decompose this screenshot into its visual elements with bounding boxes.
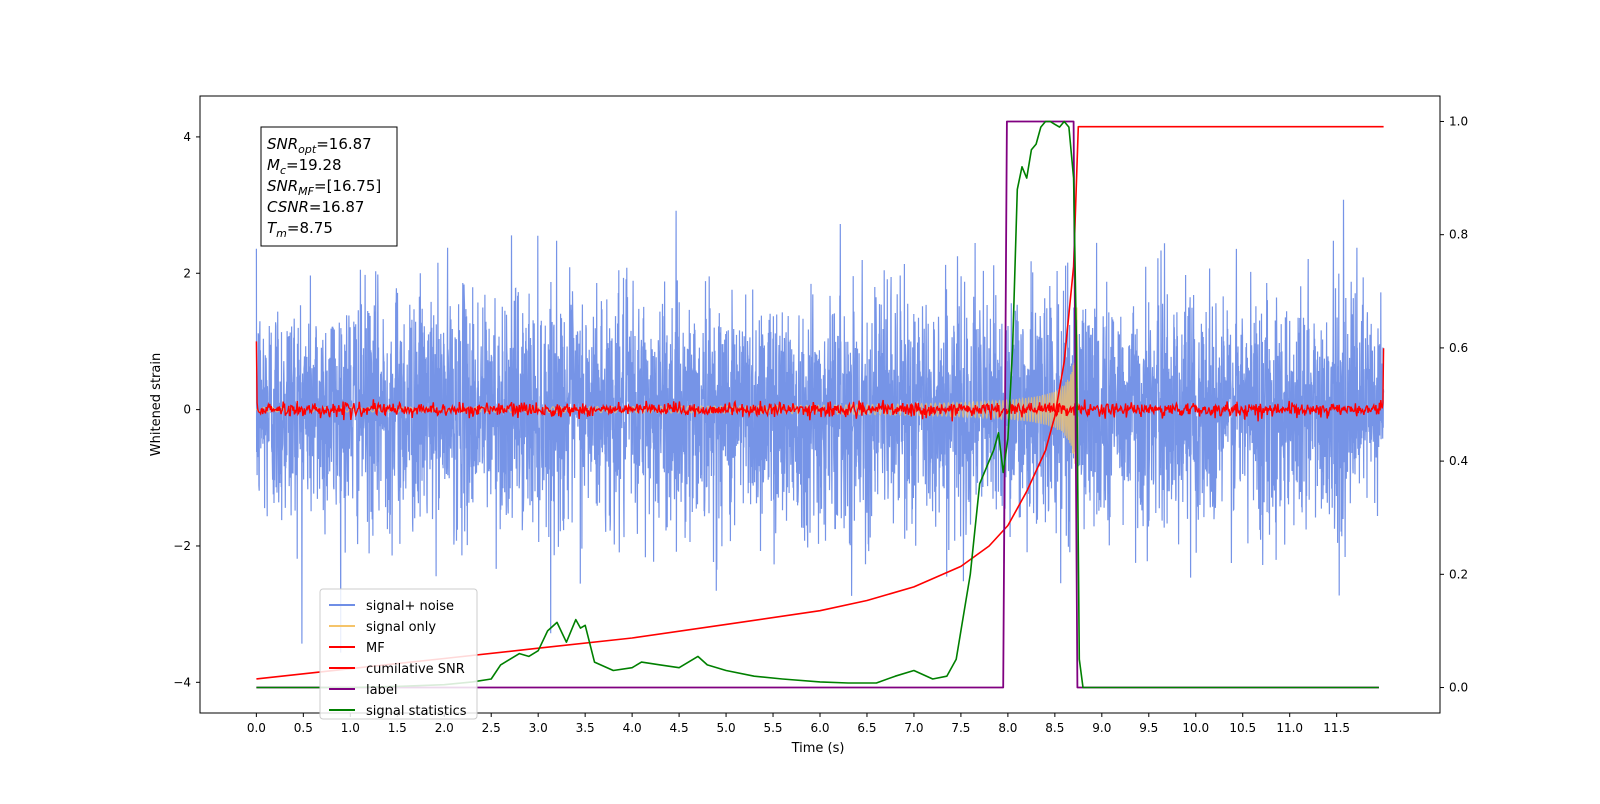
x-tick-label: 1.0 bbox=[341, 721, 360, 735]
x-tick-label: 0.0 bbox=[247, 721, 266, 735]
legend-frame bbox=[319, 588, 478, 720]
annotation-line: Tm=8.75 bbox=[267, 219, 333, 240]
x-tick-label: 6.5 bbox=[857, 721, 876, 735]
legend-label: label bbox=[366, 683, 397, 698]
legend-label: signal only bbox=[366, 620, 436, 635]
y2-tick-label: 0.2 bbox=[1449, 567, 1468, 581]
y2-tick-label: 0.8 bbox=[1449, 228, 1468, 242]
annotation-line: SNRMF=[16.75] bbox=[267, 177, 381, 198]
data-layer bbox=[255, 120, 1385, 689]
annotation-lines: SNRopt=16.87Mc=19.28SNRMF=[16.75]CSNR=16… bbox=[267, 135, 381, 240]
x-tick-label: 11.0 bbox=[1276, 721, 1303, 735]
x-tick-label: 5.5 bbox=[763, 721, 782, 735]
y-tick-label: 4 bbox=[183, 130, 191, 144]
x-tick-label: 3.0 bbox=[529, 721, 548, 735]
y2-tick-label: 0.6 bbox=[1449, 341, 1468, 355]
legend-label: signal statistics bbox=[366, 704, 467, 719]
x-tick-label: 2.5 bbox=[482, 721, 501, 735]
x-tick-label: 4.0 bbox=[623, 721, 642, 735]
y-axis-label: Whitened strain bbox=[149, 353, 164, 456]
annotation-frame bbox=[260, 126, 398, 247]
x-tick-label: 11.5 bbox=[1323, 721, 1350, 735]
x-tick-label: 10.5 bbox=[1229, 721, 1256, 735]
series-line-signal-statistics bbox=[256, 120, 1379, 689]
series-line-cumulative-snr bbox=[256, 125, 1384, 680]
annotation-line: Mc=19.28 bbox=[267, 156, 342, 177]
x-tick-label: 0.5 bbox=[294, 721, 313, 735]
legend: signal+ noise signal only MF cumilative SNR… bbox=[319, 588, 478, 720]
x-axis-label: Time (s) bbox=[791, 741, 845, 756]
x-tick-label: 4.5 bbox=[670, 721, 689, 735]
x-tick-label: 7.0 bbox=[904, 721, 923, 735]
x-tick-label: 8.5 bbox=[1045, 721, 1064, 735]
x-tick-label: 10.0 bbox=[1182, 721, 1209, 735]
y2-tick-label: 0.4 bbox=[1449, 454, 1468, 468]
x-tick-label: 6.0 bbox=[810, 721, 829, 735]
y-tick-label: 0 bbox=[183, 403, 191, 417]
x-tick-label: 9.0 bbox=[1092, 721, 1111, 735]
series-line-mf bbox=[255, 341, 1385, 422]
y-tick-label: 2 bbox=[183, 266, 191, 280]
x-tick-label: 7.5 bbox=[951, 721, 970, 735]
legend-label: cumilative SNR bbox=[366, 662, 465, 677]
legend-items: signal+ noise signal only MF cumilative SNR… bbox=[329, 599, 467, 719]
y-tick-label: −4 bbox=[173, 675, 191, 689]
x-tick-label: 1.5 bbox=[388, 721, 407, 735]
x-tick-label: 3.5 bbox=[576, 721, 595, 735]
annotation-line: CSNR=16.87 bbox=[267, 198, 364, 216]
legend-label: signal+ noise bbox=[366, 599, 454, 614]
axes-layer: 0.0 0.5 1.0 1.5 2.0 2.5 3.0 3.5 4.0 4.5 5.0 5.5 6.0 6… bbox=[173, 114, 1468, 735]
legend-label: MF bbox=[366, 641, 385, 656]
y2-tick-label: 0.0 bbox=[1449, 681, 1468, 695]
annotation-box: SNRopt=16.87Mc=19.28SNRMF=[16.75]CSNR=16… bbox=[260, 126, 398, 247]
x-tick-label: 2.0 bbox=[435, 721, 454, 735]
x-tick-label: 9.5 bbox=[1139, 721, 1158, 735]
x-tick-label: 5.0 bbox=[717, 721, 736, 735]
annotation-line: SNRopt=16.87 bbox=[267, 135, 372, 156]
y-tick-label: −2 bbox=[173, 539, 191, 553]
x-tick-label: 8.0 bbox=[998, 721, 1017, 735]
y2-tick-label: 1.0 bbox=[1449, 114, 1468, 128]
